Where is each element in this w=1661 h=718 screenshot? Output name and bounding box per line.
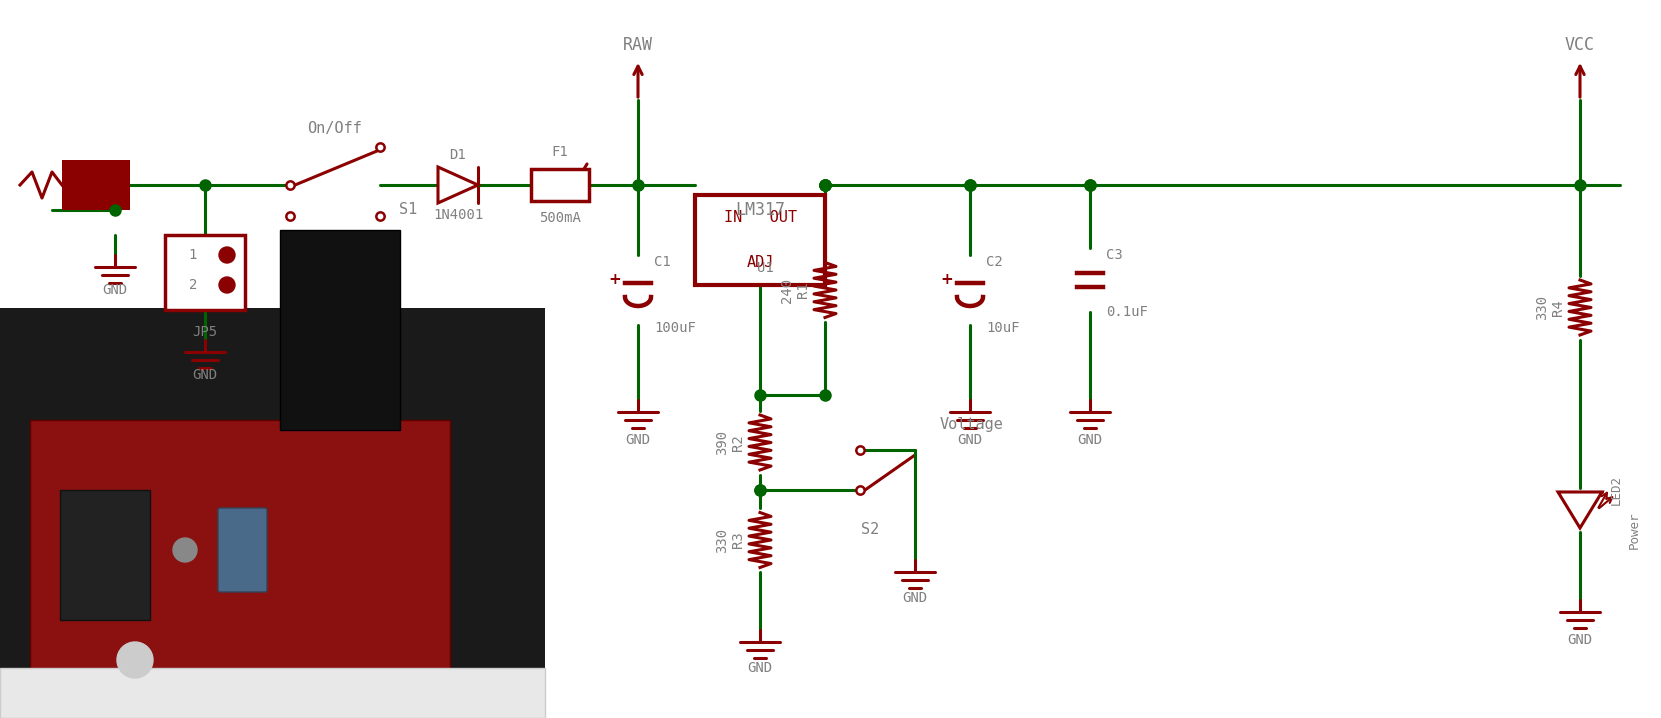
Text: R2: R2 — [731, 434, 746, 451]
Text: GND: GND — [957, 433, 983, 447]
FancyBboxPatch shape — [60, 490, 149, 620]
Text: GND: GND — [902, 591, 927, 605]
Text: GND: GND — [193, 368, 218, 382]
Polygon shape — [439, 167, 478, 203]
Text: RAW: RAW — [623, 36, 653, 54]
Text: R1: R1 — [796, 281, 811, 299]
Text: C2: C2 — [987, 255, 1003, 269]
Text: 1N4001: 1N4001 — [434, 208, 483, 222]
FancyBboxPatch shape — [61, 160, 130, 210]
Text: S2: S2 — [860, 523, 879, 538]
Text: 1: 1 — [189, 248, 198, 262]
Text: C1: C1 — [654, 255, 671, 269]
FancyBboxPatch shape — [164, 235, 246, 310]
Text: LM317: LM317 — [736, 201, 786, 219]
Text: 330: 330 — [714, 528, 729, 553]
Text: LED2: LED2 — [1610, 475, 1623, 505]
Circle shape — [173, 538, 198, 562]
Text: R3: R3 — [731, 531, 746, 549]
FancyBboxPatch shape — [532, 169, 590, 201]
Text: U1: U1 — [757, 261, 774, 275]
Text: GND: GND — [103, 283, 128, 297]
Text: 10uF: 10uF — [987, 321, 1020, 335]
Text: S1: S1 — [399, 202, 417, 218]
Text: VCC: VCC — [1565, 36, 1595, 54]
FancyBboxPatch shape — [0, 308, 545, 718]
Text: 390: 390 — [714, 430, 729, 455]
Text: GND: GND — [1078, 433, 1103, 447]
FancyBboxPatch shape — [0, 668, 545, 718]
Text: GND: GND — [1568, 633, 1593, 647]
Text: F1: F1 — [551, 145, 568, 159]
Text: GND: GND — [747, 661, 772, 675]
Text: D1: D1 — [450, 148, 467, 162]
FancyBboxPatch shape — [694, 195, 826, 285]
Text: On/Off: On/Off — [307, 121, 362, 136]
Circle shape — [219, 277, 234, 293]
Text: 330: 330 — [1535, 295, 1550, 320]
Polygon shape — [1558, 492, 1601, 528]
Text: Power: Power — [1628, 511, 1641, 549]
Text: 0.1uF: 0.1uF — [1106, 305, 1148, 319]
Text: Voltage: Voltage — [940, 417, 1003, 432]
Text: 100uF: 100uF — [654, 321, 696, 335]
FancyBboxPatch shape — [218, 508, 267, 592]
FancyBboxPatch shape — [281, 230, 400, 430]
Text: +: + — [940, 271, 953, 286]
Text: IN   OUT: IN OUT — [724, 210, 797, 225]
Circle shape — [219, 247, 234, 263]
Text: C3: C3 — [1106, 248, 1123, 262]
Text: ADJ: ADJ — [746, 255, 774, 270]
FancyBboxPatch shape — [30, 420, 450, 680]
Text: GND: GND — [626, 433, 651, 447]
Text: R4: R4 — [1551, 299, 1565, 316]
Text: 2: 2 — [189, 278, 198, 292]
Text: JP5: JP5 — [193, 325, 218, 339]
Text: 240: 240 — [781, 277, 794, 302]
Circle shape — [116, 642, 153, 678]
Text: 500mA: 500mA — [540, 211, 581, 225]
Text: +: + — [608, 271, 621, 286]
